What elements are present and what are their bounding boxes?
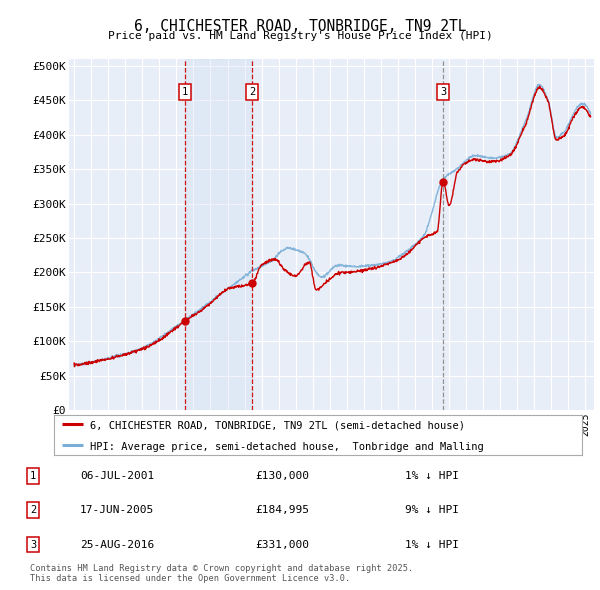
Text: 6, CHICHESTER ROAD, TONBRIDGE, TN9 2TL: 6, CHICHESTER ROAD, TONBRIDGE, TN9 2TL bbox=[134, 19, 466, 34]
Text: £184,995: £184,995 bbox=[255, 506, 309, 515]
Text: 06-JUL-2001: 06-JUL-2001 bbox=[80, 471, 154, 481]
Text: 2: 2 bbox=[30, 506, 36, 515]
Text: 1% ↓ HPI: 1% ↓ HPI bbox=[405, 471, 459, 481]
Text: 25-AUG-2016: 25-AUG-2016 bbox=[80, 540, 154, 549]
Text: 3: 3 bbox=[440, 87, 446, 97]
Text: 1% ↓ HPI: 1% ↓ HPI bbox=[405, 540, 459, 549]
Text: 1: 1 bbox=[182, 87, 188, 97]
Text: Price paid vs. HM Land Registry's House Price Index (HPI): Price paid vs. HM Land Registry's House … bbox=[107, 31, 493, 41]
Text: Contains HM Land Registry data © Crown copyright and database right 2025.
This d: Contains HM Land Registry data © Crown c… bbox=[30, 563, 413, 583]
Text: 2: 2 bbox=[249, 87, 256, 97]
Text: £331,000: £331,000 bbox=[255, 540, 309, 549]
Bar bbox=[185, 59, 253, 410]
Text: 3: 3 bbox=[30, 540, 36, 549]
Text: £130,000: £130,000 bbox=[255, 471, 309, 481]
Text: HPI: Average price, semi-detached house,  Tonbridge and Malling: HPI: Average price, semi-detached house,… bbox=[90, 442, 484, 452]
Text: 6, CHICHESTER ROAD, TONBRIDGE, TN9 2TL (semi-detached house): 6, CHICHESTER ROAD, TONBRIDGE, TN9 2TL (… bbox=[90, 421, 465, 430]
Text: 17-JUN-2005: 17-JUN-2005 bbox=[80, 506, 154, 515]
Text: 9% ↓ HPI: 9% ↓ HPI bbox=[405, 506, 459, 515]
Text: 1: 1 bbox=[30, 471, 36, 481]
